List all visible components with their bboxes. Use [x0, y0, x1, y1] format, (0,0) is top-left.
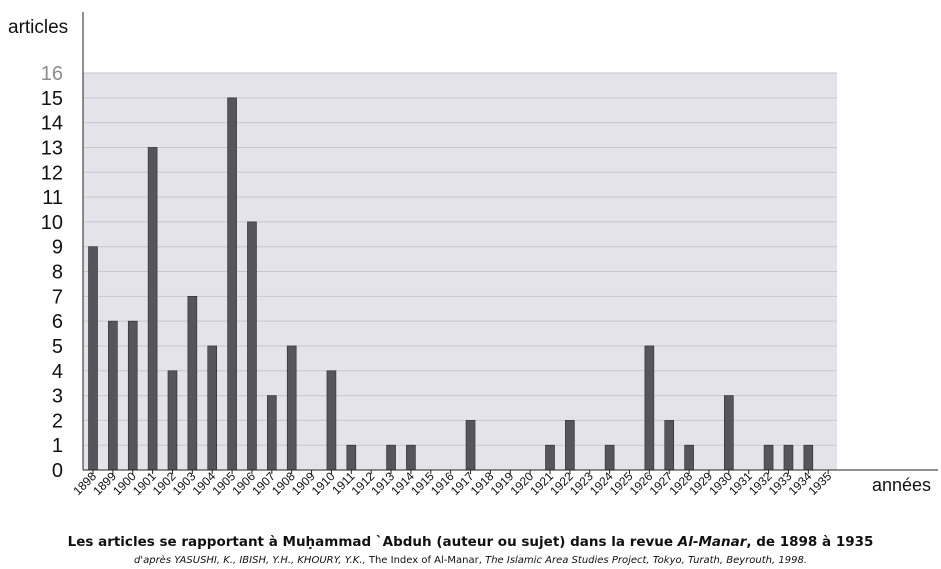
caption-source-title: The Index of Al-Manar, — [368, 555, 486, 566]
y-tick-label: 11 — [42, 187, 63, 209]
y-tick-label: 16 — [41, 63, 63, 85]
bar-1924 — [604, 444, 615, 471]
y-tick-label: 15 — [41, 88, 63, 110]
bar-1930 — [724, 395, 734, 471]
bar-1898 — [88, 246, 98, 471]
y-tick-label: 0 — [52, 460, 63, 482]
y-tick-label: 14 — [41, 113, 63, 135]
y-tick-label: 10 — [41, 212, 63, 234]
bar-1902 — [167, 370, 178, 471]
y-tick-label: 12 — [41, 162, 63, 184]
y-tick-label: 6 — [52, 311, 63, 333]
bar-1903 — [187, 296, 198, 471]
bar-1905 — [227, 97, 237, 471]
bar-1908 — [286, 345, 297, 471]
bar-1913 — [386, 444, 396, 471]
chart-caption-title: Les articles se rapportant à Muḥammad `A… — [0, 534, 941, 550]
x-tick-labels: 1898189919001901190219031904190519061907… — [70, 469, 834, 498]
y-axis-label: articles — [8, 17, 68, 38]
chart-caption-source: d'après YASUSHI, K., IBISH, Y.H., KHOURY… — [0, 555, 941, 566]
bar-1904 — [207, 345, 218, 471]
bar-1932 — [763, 444, 774, 471]
bar-1926 — [644, 345, 655, 471]
bar-1899 — [108, 320, 118, 471]
caption-source-authors: d'après YASUSHI, K., IBISH, Y.H., KHOURY… — [134, 555, 369, 566]
y-tick-label: 9 — [52, 237, 63, 259]
y-tick-label: 5 — [52, 336, 63, 358]
bar-1910 — [326, 370, 337, 471]
y-tick-label: 1 — [52, 435, 63, 457]
x-tick-label: 1935 — [806, 469, 835, 498]
bars — [88, 97, 814, 471]
bar-1900 — [127, 320, 138, 471]
y-tick-label: 3 — [52, 386, 63, 408]
x-axis-label: années — [872, 475, 931, 495]
bar-1914 — [406, 444, 416, 471]
bar-1934 — [803, 444, 814, 471]
caption-title-years: , de 1898 à 1935 — [746, 534, 874, 550]
y-tick-label: 13 — [41, 137, 63, 159]
y-tick-label: 2 — [52, 410, 63, 432]
y-tick-label: 4 — [52, 361, 63, 383]
bar-1928 — [684, 444, 694, 471]
bar-1921 — [545, 444, 555, 471]
bar-1906 — [247, 221, 257, 471]
bar-1922 — [565, 420, 575, 471]
bar-1907 — [267, 395, 277, 471]
y-tick-label: 7 — [52, 286, 63, 308]
bar-1933 — [783, 444, 794, 471]
caption-title-text: Les articles se rapportant à Muḥammad `A… — [67, 534, 678, 550]
caption-title-journal: Al-Manar — [677, 534, 747, 550]
bar-1901 — [147, 147, 158, 471]
bar-1911 — [346, 444, 357, 471]
caption-source-publisher: The Islamic Area Studies Project, Tokyo,… — [485, 555, 807, 566]
y-tick-label: 8 — [52, 262, 63, 284]
bar-1917 — [465, 420, 476, 471]
bar-1927 — [664, 420, 675, 471]
